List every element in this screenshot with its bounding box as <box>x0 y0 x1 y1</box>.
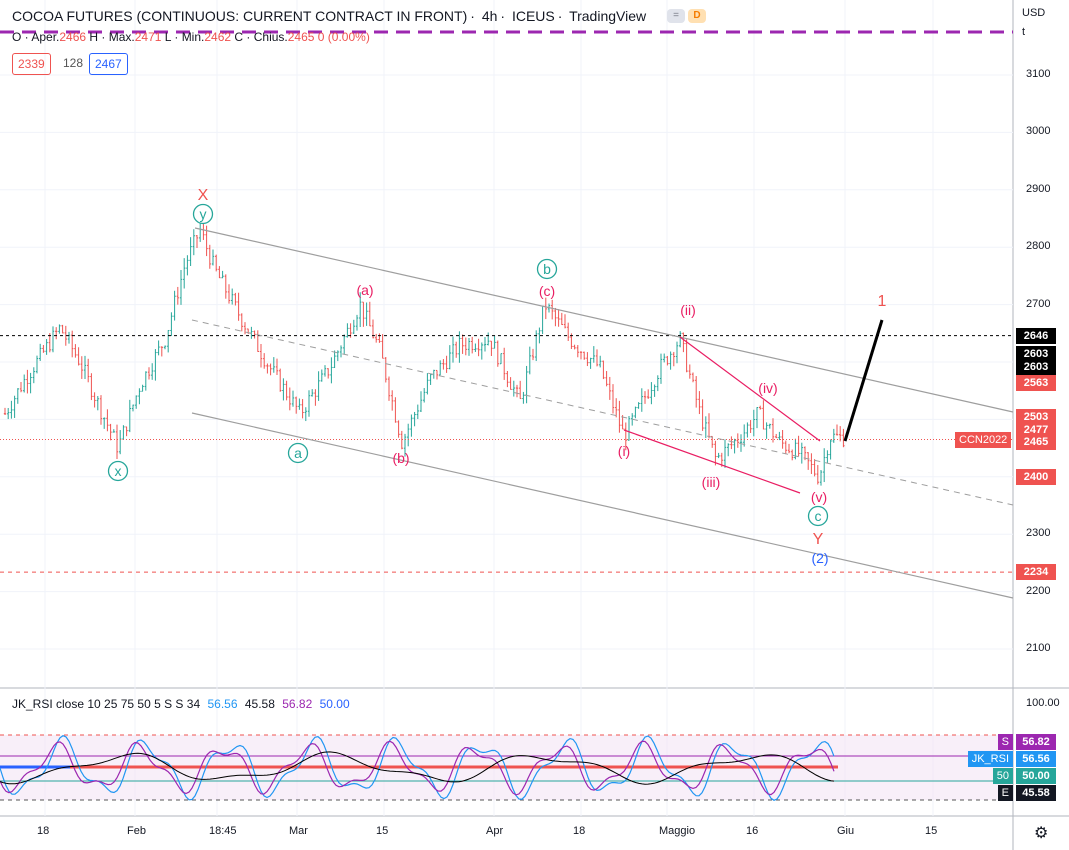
wave-label-circle <box>536 258 558 280</box>
close-label: C · Chius. <box>234 30 288 44</box>
wave-label: (ii) <box>680 302 696 318</box>
open-value: 2466 <box>59 30 87 44</box>
price-tag: 2465 <box>1016 434 1056 451</box>
low-label: L · Min. <box>164 30 205 44</box>
price-tick-label: 2200 <box>1026 584 1051 597</box>
time-tick-label: 16 <box>746 825 759 837</box>
ohlc-row: O · Aper.2466 H · Max.2471 L · Min.2462 … <box>12 30 370 44</box>
price-tag: 2503 <box>1016 408 1056 425</box>
channel-upper <box>194 227 1014 413</box>
ticker-tag: CCN2022 <box>955 432 1012 448</box>
wave-label: b <box>543 261 551 277</box>
exchange-label: ICEUS <box>511 8 555 24</box>
chart-header: COCOA FUTURES (CONTINUOUS: CURRENT CONTR… <box>12 8 647 24</box>
rsi-line <box>0 735 835 801</box>
interval-label[interactable]: 4h <box>481 8 498 24</box>
rsi-tag-value: 45.58 <box>1016 785 1056 801</box>
wave-label: (iii) <box>702 474 721 490</box>
rsi-tag-label: JK_RSI <box>967 751 1013 767</box>
price-tag: 2400 <box>1016 468 1056 485</box>
wave-label: (2) <box>811 550 828 566</box>
wave-label-circle <box>107 460 129 482</box>
rsi-tag-value: 56.56 <box>1016 751 1056 767</box>
low-value: 2462 <box>204 30 232 44</box>
wave-label: (b) <box>392 450 409 466</box>
projection-line <box>843 319 884 442</box>
time-tick-label: Feb <box>127 825 146 837</box>
rsi-line <box>0 751 835 785</box>
open-label: O · Aper. <box>12 30 60 44</box>
rsi-tag-value: 56.82 <box>1016 734 1056 750</box>
time-tick-label: 15 <box>925 825 938 837</box>
channel-lower <box>191 412 1014 599</box>
source-label: TradingView <box>569 8 647 24</box>
gear-icon[interactable]: ⚙ <box>1034 825 1049 842</box>
price-tick-label: 2700 <box>1026 297 1051 310</box>
wave-label: (i) <box>618 443 630 459</box>
wave-label-circle <box>192 203 214 225</box>
time-tick-label: Giu <box>837 825 855 837</box>
delay-d-icon[interactable]: D <box>688 9 706 23</box>
close-value: 2465 <box>287 30 315 44</box>
time-tick-label: 18 <box>37 825 50 837</box>
high-value: 2471 <box>134 30 162 44</box>
wedge-upper <box>679 336 821 442</box>
sell-price-badge[interactable]: 2339 <box>12 53 51 75</box>
wave-label: (v) <box>811 489 827 505</box>
rsi-value-2: 45.58 <box>244 697 275 711</box>
wave-label: y <box>200 206 207 222</box>
rsi-tag-label: 50 <box>992 768 1013 784</box>
rsi-axis-top: 100.00 <box>1026 697 1060 709</box>
price-tag: 2646 <box>1016 327 1056 344</box>
wave-label: c <box>815 508 822 524</box>
price-tag: 2477 <box>1016 422 1056 439</box>
wave-label-circle <box>287 442 309 464</box>
time-tick-label: 18:45 <box>209 825 237 837</box>
rsi-value-3: 56.82 <box>282 697 313 711</box>
price-tick-label: 2800 <box>1026 240 1051 253</box>
rsi-tag-label: S <box>997 734 1013 750</box>
change-value: 0 (0.00%) <box>317 30 370 44</box>
price-tick-label: 2100 <box>1026 642 1051 654</box>
wave-label: x <box>115 463 122 479</box>
wave-label: a <box>294 445 302 461</box>
rsi-value-4: 50.00 <box>319 697 350 711</box>
high-label: H · Max. <box>89 30 135 44</box>
rsi-value-1: 56.56 <box>207 697 238 711</box>
wave-label: Y <box>813 531 824 548</box>
wave-label: 1 <box>878 293 887 310</box>
wave-label: (iv) <box>758 380 777 396</box>
t-label: t <box>1022 26 1026 38</box>
buy-price-badge[interactable]: 2467 <box>89 53 128 75</box>
rsi-tag-value: 50.00 <box>1016 768 1056 784</box>
wave-label: X <box>198 187 209 204</box>
price-tag: 2563 <box>1016 375 1056 392</box>
price-tag: 2603 <box>1016 345 1056 362</box>
rsi-legend[interactable]: JK_RSI close 10 25 75 50 5 S S 34 56.56 … <box>12 697 350 711</box>
wave-label: (c) <box>539 283 555 299</box>
wedge-lower <box>623 429 801 494</box>
rsi-tag-label: E <box>997 785 1013 801</box>
price-tick-label: 2300 <box>1026 527 1051 540</box>
price-tick-label: 3100 <box>1026 68 1051 80</box>
wave-label-circle <box>807 505 829 527</box>
time-tick-label: 18 <box>573 825 586 837</box>
equals-icon[interactable]: = <box>667 9 685 23</box>
wave-label: (a) <box>356 282 373 298</box>
price-tick-label: 2900 <box>1026 182 1051 195</box>
time-tick-label: Maggio <box>659 825 696 837</box>
channel-mid <box>191 319 1014 506</box>
time-tick-label: Mar <box>289 825 308 837</box>
time-tick-label: 15 <box>376 825 389 837</box>
spread-badge: 128 <box>63 56 84 70</box>
rsi-name: JK_RSI close 10 25 75 50 5 S S 34 <box>12 697 201 711</box>
price-tag: 2603 <box>1016 358 1056 375</box>
currency-label[interactable]: USD <box>1022 7 1046 19</box>
price-tick-label: 3000 <box>1026 125 1051 138</box>
time-tick-label: Apr <box>486 825 504 837</box>
price-tag: 2234 <box>1016 564 1056 581</box>
symbol-title[interactable]: COCOA FUTURES (CONTINUOUS: CURRENT CONTR… <box>12 8 468 24</box>
